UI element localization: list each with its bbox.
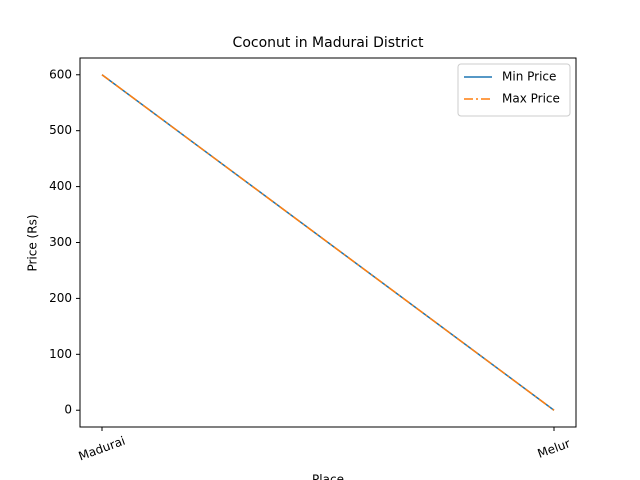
y-tick-label: 400	[49, 179, 72, 193]
y-tick-label: 100	[49, 347, 72, 361]
legend-label: Min Price	[502, 70, 556, 84]
y-axis-label: Price (Rs)	[26, 214, 40, 271]
y-tick-label: 600	[49, 67, 72, 81]
legend-label: Max Price	[502, 92, 560, 106]
y-tick-label: 0	[64, 403, 72, 417]
chart-title: Coconut in Madurai District	[233, 35, 424, 51]
plot-frame	[79, 57, 577, 428]
y-tick-label: 300	[49, 235, 72, 249]
y-tick-label: 200	[49, 291, 72, 305]
y-tick-label: 500	[49, 123, 72, 137]
line-series	[101, 74, 555, 411]
x-axis-label: Place	[312, 473, 344, 480]
